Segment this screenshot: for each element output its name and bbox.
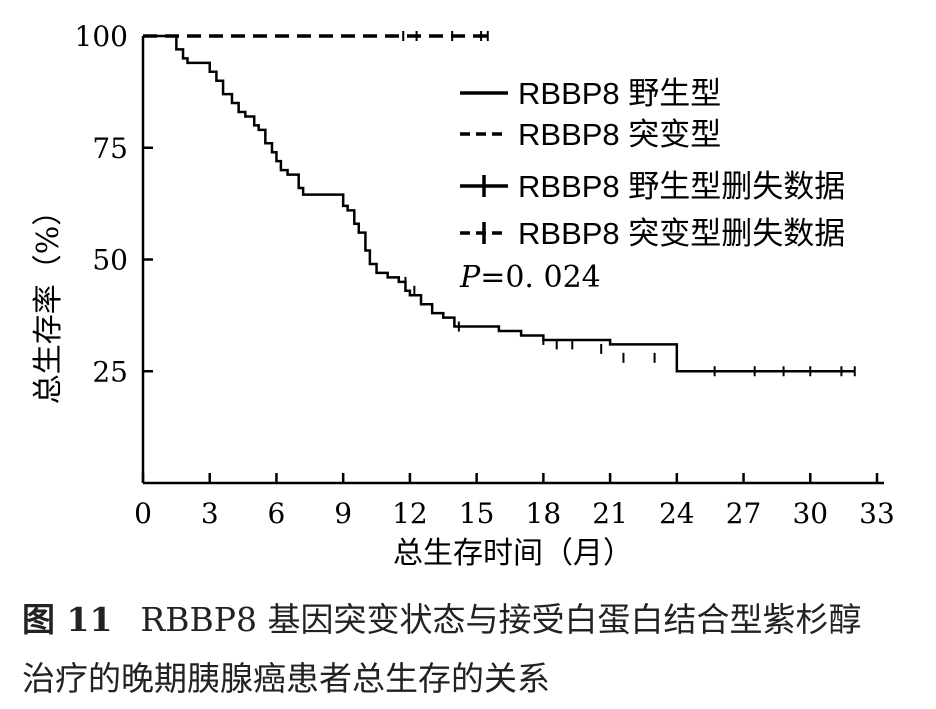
x-tick-label: 18 <box>526 497 562 530</box>
y-tick-label: 50 <box>92 244 128 277</box>
legend-item-mutant: RBBP8 突变型 <box>460 117 721 152</box>
y-axis-title: 总生存率（%） <box>31 196 66 405</box>
x-tick-label: 24 <box>659 497 695 530</box>
x-tick-label: 21 <box>592 497 628 530</box>
x-axis-title: 总生存时间（月） <box>393 536 633 571</box>
legend-label-wildtype: RBBP8 野生型 <box>518 76 721 111</box>
x-tick-label: 9 <box>334 497 352 530</box>
y-tick-label: 75 <box>92 132 128 165</box>
y-tick-label: 25 <box>92 355 128 388</box>
p-value-annotation: P=0. 024 <box>459 260 601 295</box>
x-tick-label: 12 <box>392 497 428 530</box>
legend-label-mutant: RBBP8 突变型 <box>518 117 721 152</box>
x-tick-label: 3 <box>201 497 219 530</box>
tick-labels: 0 3 6 9 12 15 18 21 24 27 30 33 25 50 75 100 <box>75 20 895 530</box>
x-tick-label: 0 <box>134 497 152 530</box>
survival-curves <box>143 31 856 377</box>
legend-item-wildtype: RBBP8 野生型 <box>460 76 721 111</box>
p-label: P <box>459 260 481 295</box>
x-tick-label: 15 <box>459 497 495 530</box>
legend-item-mutant-censored: RBBP8 突变型删失数据 <box>460 216 845 251</box>
legend: RBBP8 野生型 RBBP8 突变型 RBBP8 野生型删失数据 RBBP8 … <box>460 76 845 251</box>
figure-caption: 图 11 RBBP8 基因突变状态与接受白蛋白结合型紫杉醇 <box>22 593 922 641</box>
legend-label-wildtype-censored: RBBP8 野生型删失数据 <box>518 169 845 204</box>
y-tick-label: 100 <box>75 20 128 53</box>
wildtype-survival-line <box>143 34 855 373</box>
caption-line1: RBBP8 基因突变状态与接受白蛋白结合型紫杉醇 <box>140 600 862 639</box>
p-value: =0. 024 <box>480 260 601 295</box>
x-tick-label: 30 <box>792 497 828 530</box>
x-tick-label: 33 <box>859 497 895 530</box>
x-tick-label: 27 <box>726 497 762 530</box>
x-tick-label: 6 <box>268 497 286 530</box>
legend-item-wildtype-censored: RBBP8 野生型删失数据 <box>460 169 845 204</box>
caption-line2: 治疗的晚期胰腺癌患者总生存的关系 <box>22 659 550 698</box>
legend-label-mutant-censored: RBBP8 突变型删失数据 <box>518 216 845 251</box>
figure-label: 图 11 <box>22 600 113 639</box>
